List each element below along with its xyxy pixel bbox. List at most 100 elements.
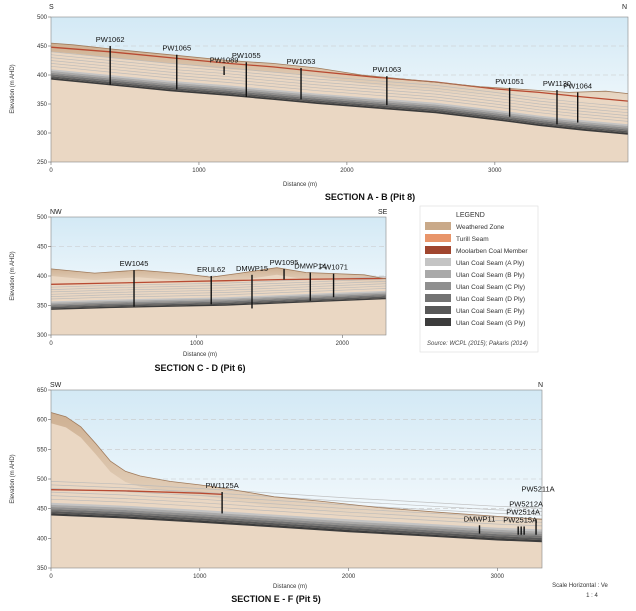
section-c-d-title: SECTION C - D (Pit 6) [154, 363, 245, 373]
borehole-dmwp15-label: DMWP15 [236, 264, 268, 273]
legend-item: Turill Seam [425, 234, 489, 243]
section-cd-ytick-label: 500 [37, 215, 48, 221]
section-cd-xtick-label: 2000 [336, 341, 350, 347]
section-ab-ytick-label: 500 [37, 15, 48, 21]
legend-label: Ulan Coal Seam (A Ply) [456, 260, 524, 267]
section-cd-stratum-line [50, 283, 387, 295]
section-cd-coal-ply [51, 293, 386, 306]
borehole-pw1095-label: PW1095 [270, 258, 299, 267]
section-ef-coal-ply [51, 513, 542, 543]
section-c-d-plot: 300 350 400 450 500 0 1000 2000 EW1045 ERUL62 DMWP… [37, 215, 387, 347]
section-ab-stratum-line [50, 57, 629, 114]
borehole-pw2514a-label: PW2514A [506, 507, 540, 516]
section-ab-xtick-label: 0 [49, 168, 53, 174]
section-ab-xtick-label: 3000 [488, 168, 502, 174]
borehole-pw5211a-label: PW5211A [521, 484, 554, 493]
legend-label: Ulan Coal Seam (G Ply) [456, 320, 525, 327]
borehole-pw1125a-label: PW1125A [205, 481, 238, 490]
section-ef-stratum-line [50, 488, 543, 516]
section-ef-surface-line [50, 412, 543, 520]
scale-ratio: 1 : 4 [586, 593, 598, 599]
section-ef-ytick-label: 350 [37, 566, 48, 572]
section-ab-stratum-line [50, 65, 629, 122]
section-e-f-plot: 350 400 450 500 550 600 650 0 1000 2000 3000 PW1125… [37, 388, 555, 580]
section-cd-ytick-label: 400 [37, 274, 48, 280]
section-ab-stratum-line [50, 63, 629, 119]
section-cd-moolarben-seam [50, 277, 387, 285]
legend-label: Moolarben Coal Member [456, 248, 528, 255]
section-ab-coal-ply [51, 74, 628, 132]
legend-swatch [425, 234, 451, 242]
borehole-dmwp11-label: DMWP11 [464, 514, 496, 523]
section-a-b-dir-right: N [622, 4, 627, 11]
section-ab-moolarben-seam [50, 46, 629, 102]
legend-label: Ulan Coal Seam (E Ply) [456, 308, 525, 315]
legend-label: Ulan Coal Seam (D Ply) [456, 296, 525, 303]
borehole-pw1089-label: PW1089 [210, 55, 239, 64]
section-e-f: 350 400 450 500 550 600 650 0 1000 2000 3000 PW1125… [10, 382, 555, 604]
legend-swatch [425, 318, 451, 326]
legend-label: Turill Seam [456, 236, 489, 243]
section-ab-frame [50, 16, 629, 163]
legend: LEGEND Weathered Zone Turill Seam Moolarbe… [419, 205, 539, 353]
section-c-d-xlabel: Distance (m) [183, 352, 217, 358]
legend-item: Ulan Coal Seam (C Ply) [425, 282, 525, 291]
legend-item: Ulan Coal Seam (D Ply) [425, 294, 525, 303]
section-cd-ytick-label: 450 [37, 245, 48, 251]
section-ef-stratum-line [50, 491, 543, 520]
legend-swatch [425, 222, 451, 230]
legend-title: LEGEND [456, 212, 485, 219]
section-ef-xtick-label: 3000 [491, 574, 505, 580]
section-ab-coal-ply [51, 76, 628, 133]
section-cd-stratum-line [50, 288, 387, 300]
section-cd-coal-ply [51, 297, 386, 310]
section-e-f-xlabel: Distance (m) [273, 584, 307, 590]
legend-item: Moolarben Coal Member [425, 246, 528, 255]
section-ef-ytick-label: 550 [37, 447, 48, 453]
borehole-pw2515a-label: PW2515A [503, 515, 537, 524]
section-ef-ytick-label: 450 [37, 507, 48, 513]
section-cd-coal-ply [51, 296, 386, 309]
section-cd-coal-ply [51, 292, 386, 305]
section-cd-xtick-label: 0 [49, 341, 53, 347]
legend-label: Weathered Zone [456, 224, 505, 231]
legend-swatch [425, 258, 451, 266]
legend-items: Weathered Zone Turill Seam Moolarben Coal … [425, 222, 528, 327]
section-a-b-dir-left: S [49, 4, 54, 11]
section-e-f-dir-left: SW [50, 382, 62, 389]
section-cd-ytick-label: 300 [37, 333, 48, 339]
section-ab-coal-ply [51, 72, 628, 130]
section-ab-coal-ply [51, 69, 628, 126]
section-c-d-dir-right: SE [378, 209, 388, 216]
section-ab-stratum-line [50, 60, 629, 116]
legend-swatch [425, 306, 451, 314]
section-cd-coal-ply [51, 290, 386, 303]
section-ef-coal-ply [51, 502, 542, 532]
section-a-b-plot: 250 300 350 400 450 500 0 1000 2000 3000 PW1062 PW1… [37, 15, 629, 174]
section-c-d-dir-left: NW [50, 209, 62, 216]
legend-item: Ulan Coal Seam (A Ply) [425, 258, 524, 267]
section-ef-ytick-label: 500 [37, 477, 48, 483]
section-ef-xtick-label: 1000 [193, 574, 207, 580]
legend-label: Ulan Coal Seam (C Ply) [456, 284, 525, 291]
section-a-b-xlabel: Distance (m) [283, 182, 317, 188]
legend-label: Ulan Coal Seam (B Ply) [456, 272, 525, 279]
section-cd-xtick-label: 1000 [190, 341, 204, 347]
section-ef-ytick-label: 650 [37, 388, 48, 394]
section-ef-stratum-line [50, 498, 543, 527]
section-ef-stratum-line [50, 484, 543, 512]
section-ef-xtick-label: 0 [49, 574, 53, 580]
section-ef-xtick-label: 2000 [342, 574, 356, 580]
section-ef-stratum-line [50, 495, 543, 523]
legend-swatch [425, 282, 451, 290]
section-ef-ytick-label: 400 [37, 536, 48, 542]
section-ab-ytick-label: 300 [37, 131, 48, 137]
section-cd-coal-ply [51, 295, 386, 307]
legend-item: Weathered Zone [425, 222, 505, 231]
section-ef-weathered-zone [51, 412, 542, 530]
borehole-ew1045-label: EW1045 [120, 259, 149, 268]
section-ab-stratum-line [50, 51, 629, 108]
section-cd-stratum-line [50, 278, 387, 290]
borehole-pw5212a-label: PW5212A [509, 499, 543, 508]
